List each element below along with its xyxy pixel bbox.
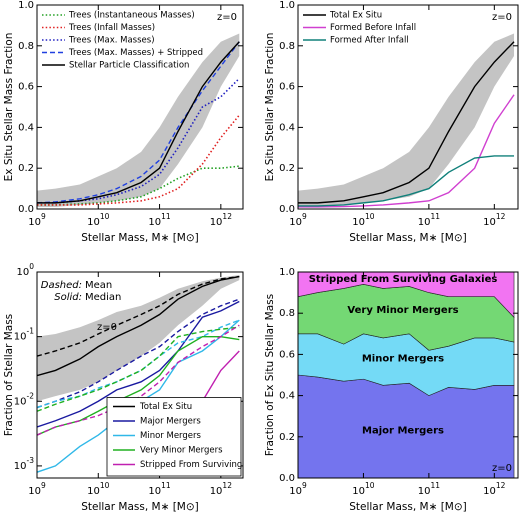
y-tick-label: 0.6 (279, 349, 295, 360)
legend-label: Trees (Infall Masses) (68, 23, 155, 33)
legend-label: Minor Mergers (140, 431, 202, 441)
x-tick-label: 1012 (210, 481, 233, 497)
y-tick-label: 1.0 (18, 0, 34, 11)
annotation: z=0 (492, 12, 512, 23)
series-line (37, 41, 240, 204)
x-tick-label: 1010 (352, 212, 375, 228)
series-line (37, 300, 240, 428)
mean-line (37, 326, 240, 412)
plot-area (298, 272, 515, 478)
y-tick-label: 0.4 (279, 391, 295, 402)
area-layer (298, 272, 515, 319)
legend-label: Total Ex Situ (329, 11, 382, 21)
y-tick-label: 0.2 (279, 432, 295, 443)
x-tick-label: 109 (28, 481, 46, 497)
x-tick-label: 1010 (87, 481, 110, 497)
series-line (298, 94, 515, 208)
annotation: z=0 (492, 463, 512, 474)
axes-frame (36, 4, 244, 210)
y-tick-label: 1.0 (279, 267, 295, 278)
scatter-band (37, 274, 240, 402)
y-tick-label: 0.6 (279, 82, 295, 93)
x-axis-label: Stellar Mass, M∗ [M⊙] (349, 501, 467, 513)
legend-label: Very Minor Mergers (140, 446, 223, 456)
area-label: Minor Mergers (362, 354, 444, 365)
legend-box (106, 397, 242, 477)
mean-line (37, 319, 240, 409)
note-text: Median (85, 292, 121, 303)
y-tick-label: 0.2 (18, 163, 34, 174)
legend-label: Formed After Infall (330, 36, 409, 46)
axes-frame (36, 271, 244, 479)
y-axis-label: Ex Situ Stellar Mass Fraction (264, 33, 276, 182)
x-tick-label: 1011 (418, 481, 441, 497)
series-line (37, 114, 240, 206)
x-axis-label: Stellar Mass, M∗ [M⊙] (81, 232, 199, 244)
x-tick-label: 1010 (352, 481, 375, 497)
mean-line (37, 324, 240, 436)
legend-label: Trees (Max. Masses) (68, 36, 155, 46)
y-tick-label: 10-1 (14, 327, 34, 343)
y-tick-label: 10-2 (14, 391, 34, 407)
series-line (37, 275, 240, 377)
y-tick-label: 0.8 (279, 41, 295, 52)
x-tick-label: 109 (289, 212, 307, 228)
x-tick-label: 1012 (210, 212, 233, 228)
legend-label: Total Ex Situ (139, 402, 192, 412)
y-tick-label: 0.0 (18, 204, 34, 215)
x-axis-label: Stellar Mass, M∗ [M⊙] (81, 501, 199, 513)
x-tick-label: 1011 (148, 481, 171, 497)
x-tick-label: 1012 (483, 212, 506, 228)
x-tick-label: 1011 (148, 212, 171, 228)
axes-frame (297, 4, 519, 210)
plot-area (37, 274, 240, 473)
y-tick-label: 0.8 (279, 308, 295, 319)
series-line (298, 41, 515, 204)
y-axis-label: Fraction of Ex Situ Stellar Mass (264, 294, 276, 456)
y-tick-label: 0.0 (279, 473, 295, 484)
scatter-band (298, 33, 515, 207)
x-tick-label: 109 (289, 481, 307, 497)
x-tick-label: 1010 (87, 212, 110, 228)
area-label: Stripped From Surviving Galaxies (309, 274, 498, 285)
legend-label: Formed Before Infall (330, 23, 416, 33)
x-tick-label: 109 (28, 212, 46, 228)
x-tick-label: 1012 (483, 481, 506, 497)
y-tick-label: 0.0 (279, 204, 295, 215)
series-line (298, 155, 515, 207)
area-label: Major Mergers (362, 426, 444, 437)
y-axis-label: Fraction of Stellar Mass (3, 314, 15, 436)
x-tick-label: 1011 (418, 212, 441, 228)
annotation: z=0 (217, 12, 237, 23)
y-tick-label: 1.0 (279, 0, 295, 11)
legend-label: Major Mergers (140, 417, 201, 427)
legend-label: Trees (Instantaneous Masses) (68, 11, 195, 21)
y-tick-label: 0.6 (18, 82, 34, 93)
y-tick-label: 0.2 (279, 163, 295, 174)
y-tick-label: 100 (16, 262, 34, 278)
plot-area (298, 33, 515, 208)
legend-label: Trees (Max. Masses) + Stripped (68, 48, 203, 58)
x-axis-label: Stellar Mass, M∗ [M⊙] (349, 232, 467, 244)
note-text: Mean (85, 280, 112, 291)
note-key: Solid: (54, 292, 82, 303)
y-axis-label: Ex Situ Stellar Mass Fraction (3, 33, 15, 182)
legend-label: Stellar Particle Classification (69, 61, 189, 71)
scatter-band (37, 33, 240, 207)
mean-line (37, 275, 240, 357)
y-tick-label: 0.8 (18, 41, 34, 52)
y-tick-label: 10-3 (14, 456, 34, 472)
series-line (37, 41, 240, 204)
legend-label: Stripped From Surviving (140, 460, 242, 470)
y-tick-label: 0.4 (18, 122, 34, 133)
plot-area (37, 33, 240, 207)
annotation: z=0 (97, 322, 117, 333)
axes-frame (297, 271, 519, 479)
note-key: Dashed: (41, 280, 82, 291)
area-label: Very Minor Mergers (347, 305, 458, 316)
mean-line (37, 298, 240, 409)
y-tick-label: 0.4 (279, 122, 295, 133)
